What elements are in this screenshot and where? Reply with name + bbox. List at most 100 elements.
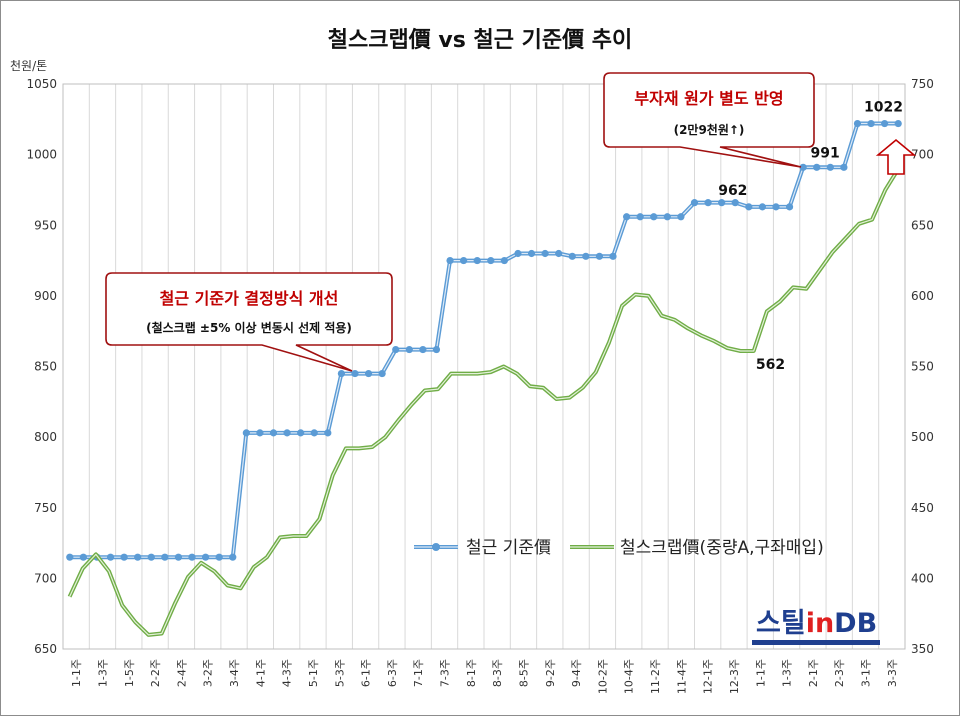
data-point-rebar xyxy=(229,553,237,561)
x-tick-label: 11-2주 xyxy=(649,659,662,694)
legend-label-rebar: 철근 기준價 xyxy=(466,538,551,558)
up-arrow-icon xyxy=(875,138,917,175)
data-point-rebar xyxy=(161,553,169,561)
x-tick-label: 4-1주 xyxy=(254,659,267,687)
data-point-rebar xyxy=(840,163,848,171)
y-right-tick-label: 700 xyxy=(911,148,934,162)
data-point-rebar xyxy=(473,256,481,265)
x-tick-label: 6-1주 xyxy=(360,659,373,687)
legend: 철근 기준價 철스크랩價(중량A,구좌매입) xyxy=(414,538,824,558)
y-right-tick-label: 550 xyxy=(911,360,934,374)
data-point-rebar xyxy=(188,553,196,561)
svg-text:스틸inDB: 스틸inDB xyxy=(756,608,877,639)
data-point-rebar xyxy=(690,199,699,207)
callout-method-change-detail: (철스크랩 ±5% 이상 변동시 선제 적용) xyxy=(146,320,352,335)
x-tick-label: 9-4주 xyxy=(570,659,583,687)
x-tick-label: 11-4주 xyxy=(675,659,688,694)
data-point-rebar xyxy=(527,249,536,258)
y-left-tick-label: 1000 xyxy=(26,148,57,162)
data-point-rebar xyxy=(718,199,726,207)
y-left-tick-label: 950 xyxy=(34,218,57,232)
y-left-tick-label: 750 xyxy=(34,501,57,515)
x-tick-label: 7-1주 xyxy=(412,659,425,687)
data-point-rebar xyxy=(514,249,522,258)
x-tick-label: 7-3주 xyxy=(439,659,452,687)
x-tick-label: 1-3주 xyxy=(781,659,794,687)
data-point-rebar xyxy=(813,163,821,171)
y-right-tick-label: 450 xyxy=(911,501,934,515)
data-point-rebar xyxy=(174,553,183,561)
data-point-rebar xyxy=(324,429,332,437)
x-tick-label: 8-1주 xyxy=(465,659,478,687)
data-point-rebar xyxy=(66,553,74,561)
y-axis-unit: 천원/톤 xyxy=(10,58,47,73)
data-point-rebar xyxy=(853,119,862,128)
callout-method-change-headline: 철근 기준가 결정방식 개선 xyxy=(160,289,339,308)
x-tick-label: 1-1주 xyxy=(754,659,767,687)
data-point-rebar xyxy=(269,429,278,437)
callout-material-cost-headline: 부자재 원가 별도 반영 xyxy=(634,89,783,108)
x-tick-label: 3-3주 xyxy=(886,659,899,687)
x-tick-label: 4-3주 xyxy=(281,659,294,687)
x-tick-label: 5-1주 xyxy=(307,659,320,687)
data-point-rebar xyxy=(283,429,291,437)
x-tick-label: 8-3주 xyxy=(491,659,504,687)
x-tick-label: 1-3주 xyxy=(96,659,109,687)
legend-label-scrap: 철스크랩價(중량A,구좌매입) xyxy=(620,538,824,558)
y-right-tick-label: 650 xyxy=(911,218,934,232)
x-tick-label: 3-4주 xyxy=(228,659,241,687)
y-right-tick-label: 750 xyxy=(911,77,934,91)
data-point-rebar xyxy=(568,252,576,260)
data-point-rebar xyxy=(555,249,563,258)
data-point-rebar xyxy=(215,553,223,561)
y-left-tick-label: 700 xyxy=(34,571,57,585)
data-point-rebar xyxy=(256,429,264,437)
data-point-rebar xyxy=(541,249,549,258)
data-point-rebar xyxy=(650,213,658,221)
data-point-rebar xyxy=(419,345,427,354)
data-point-rebar xyxy=(731,199,739,207)
series-line-highlight-scrap xyxy=(69,168,899,636)
data-point-rebar xyxy=(704,199,712,207)
data-point-rebar xyxy=(609,252,617,260)
y-left-tick-label: 850 xyxy=(34,360,57,374)
x-tick-label: 2-3주 xyxy=(833,659,846,687)
x-tick-label: 2-1주 xyxy=(807,659,820,687)
data-point-rebar xyxy=(147,553,155,561)
y-left-tick-label: 800 xyxy=(34,430,57,444)
data-point-rebar xyxy=(894,119,902,128)
data-point-rebar xyxy=(432,345,441,354)
x-tick-label: 5-3주 xyxy=(333,659,346,687)
series-scrap xyxy=(67,167,901,637)
x-tick-label: 9-2주 xyxy=(544,659,557,687)
data-point-rebar xyxy=(785,203,794,211)
y-left-tick-label: 1050 xyxy=(26,77,57,91)
data-point-rebar xyxy=(297,429,305,437)
legend-item-scrap: 철스크랩價(중량A,구좌매입) xyxy=(570,538,824,558)
data-point-rebar xyxy=(799,163,807,171)
data-point-rebar xyxy=(500,256,508,265)
data-point-rebar xyxy=(79,553,87,561)
data-point-rebar xyxy=(460,256,468,265)
x-tick-label: 1-5주 xyxy=(123,659,136,687)
x-tick-label: 1-1주 xyxy=(70,659,83,687)
data-label: 1022 xyxy=(864,100,903,116)
data-point-rebar xyxy=(201,553,210,561)
y-right-tick-label: 350 xyxy=(911,642,934,656)
data-point-rebar xyxy=(405,345,413,354)
data-point-rebar xyxy=(772,203,780,211)
y-right-tick-label: 400 xyxy=(911,571,934,585)
data-point-rebar xyxy=(881,119,889,128)
x-tick-label: 2-4주 xyxy=(175,659,188,687)
x-tick-label: 2-2주 xyxy=(149,659,162,687)
data-point-rebar xyxy=(663,213,671,221)
y-right-tick-label: 500 xyxy=(911,430,934,444)
x-tick-label: 12-3주 xyxy=(728,659,741,694)
data-point-rebar xyxy=(622,213,631,221)
x-tick-label: 3-2주 xyxy=(202,659,215,687)
data-point-rebar xyxy=(677,213,685,221)
data-point-rebar xyxy=(337,369,346,378)
data-point-rebar xyxy=(826,163,834,171)
data-point-rebar xyxy=(106,553,115,561)
plot-area xyxy=(62,83,906,650)
